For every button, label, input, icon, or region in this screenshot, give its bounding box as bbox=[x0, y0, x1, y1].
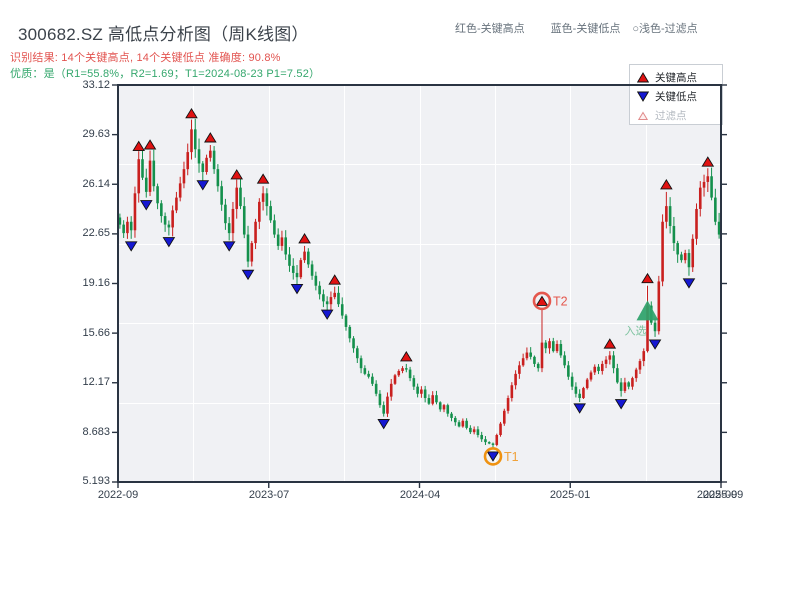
legend-label: 关键低点 bbox=[655, 91, 697, 103]
v-gridline bbox=[494, 85, 496, 482]
header-legend: 红色-关键高点 蓝色-关键低点 ○浅色-过滤点 bbox=[455, 20, 745, 36]
y-tick-label: 22.65 bbox=[82, 227, 110, 239]
legend-label: 过滤点 bbox=[655, 110, 687, 122]
v-gridline bbox=[645, 85, 647, 482]
x-tick-label: 2022-09 bbox=[97, 489, 139, 501]
h-gridline bbox=[118, 164, 721, 166]
header-legend-filter: ○浅色-过滤点 bbox=[632, 23, 698, 35]
legend-label: 关键高点 bbox=[655, 72, 697, 84]
x-tick-label: 2023-07 bbox=[248, 489, 290, 501]
y-tick-label: 8.683 bbox=[82, 426, 110, 438]
y-tick-label: 15.66 bbox=[82, 327, 110, 339]
v-gridline bbox=[344, 85, 346, 482]
legend-item-key-low: 关键低点 bbox=[637, 87, 722, 106]
chart-legend: 关键高点 关键低点 过滤点 bbox=[629, 64, 723, 125]
y-tick-label: 19.16 bbox=[82, 277, 110, 289]
y-tick-label: 33.12 bbox=[82, 79, 110, 91]
legend-item-key-high: 关键高点 bbox=[637, 68, 722, 87]
header-legend-high: 红色-关键高点 bbox=[455, 23, 525, 35]
v-gridline bbox=[570, 85, 572, 482]
h-gridline bbox=[118, 323, 721, 325]
triangle-up-red-icon bbox=[637, 72, 649, 83]
v-gridline bbox=[268, 85, 270, 482]
quality-text: 优质：是（R1=55.8%，R2=1.69；T1=2024-08-23 P1=7… bbox=[10, 68, 321, 80]
y-tick-label: 26.14 bbox=[82, 178, 110, 190]
v-gridline bbox=[419, 85, 421, 482]
plot-area bbox=[118, 85, 721, 482]
recognition-result-text: 识别结果: 14个关键高点, 14个关键低点 准确度: 90.8% bbox=[10, 52, 281, 64]
triangle-up-light-icon bbox=[637, 111, 649, 120]
v-gridline bbox=[193, 85, 195, 482]
header-legend-low: 蓝色-关键低点 bbox=[550, 23, 621, 35]
x-tick-label: 2025-01 bbox=[549, 489, 591, 501]
x-tick-label-overlap: 2025-09 bbox=[702, 489, 744, 501]
page-title: 300682.SZ 高低点分析图（周K线图） bbox=[18, 25, 309, 44]
x-tick-label: 2024-04 bbox=[399, 489, 441, 501]
triangle-down-blue-icon bbox=[637, 91, 649, 102]
y-tick-label: 29.63 bbox=[82, 128, 110, 140]
x-tick-label: 2025-09 bbox=[696, 489, 738, 501]
y-tick-label: 5.193 bbox=[82, 475, 110, 487]
h-gridline bbox=[118, 243, 721, 245]
y-tick-label: 12.17 bbox=[82, 376, 110, 388]
legend-item-filter: 过滤点 bbox=[637, 106, 722, 125]
h-gridline bbox=[118, 402, 721, 404]
